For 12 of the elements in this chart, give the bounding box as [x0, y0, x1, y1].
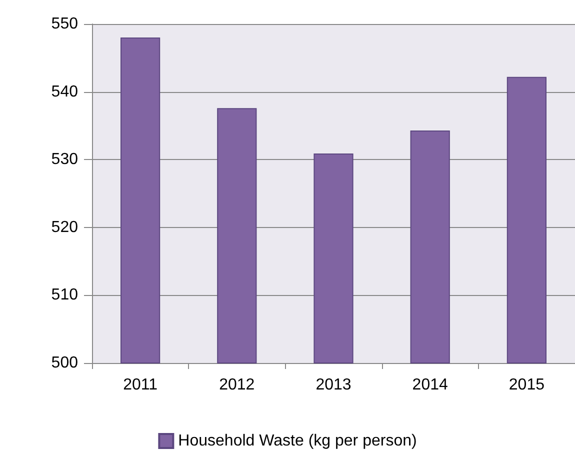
x-tick-label: 2015 [508, 376, 545, 394]
legend-label: Household Waste (kg per person) [178, 432, 417, 450]
x-tick-label: 2011 [123, 376, 158, 394]
y-tick-label: 510 [51, 286, 78, 304]
y-tick-label: 550 [51, 16, 78, 32]
x-tick-label: 2012 [219, 376, 255, 394]
x-tick-label: 2014 [412, 376, 448, 394]
y-tick-label: 540 [51, 83, 78, 100]
y-tick-label: 530 [51, 151, 78, 168]
x-tick-label: 2013 [316, 376, 352, 394]
y-tick-label: 500 [51, 354, 78, 372]
y-tick-label: 520 [51, 218, 78, 236]
